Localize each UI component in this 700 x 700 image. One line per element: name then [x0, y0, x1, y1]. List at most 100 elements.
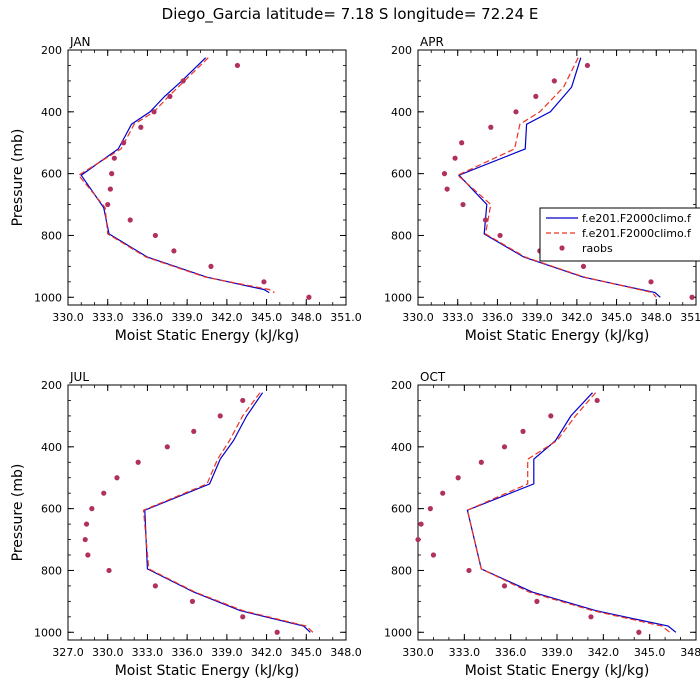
y-tick-label: 200 [391, 44, 412, 57]
y-axis-title: Pressure (mb) [10, 464, 26, 562]
obs-point [588, 614, 594, 620]
obs-point [648, 279, 654, 285]
panel-apr: APR 330.0 333.0 336.0 339.0 342.0 345.0 348.0 35… [384, 35, 700, 344]
x-tick-label: 333.0 [132, 646, 164, 659]
panel-oct: OCT 330.0 333.0 336.0 339.0 342.0 345.0 348.0 20… [384, 370, 700, 679]
model2-line [456, 57, 657, 298]
obs-point [441, 171, 448, 177]
x-tick-label: 339.0 [171, 311, 203, 324]
obs-point [164, 444, 170, 450]
x-tick-label: 333.0 [442, 311, 474, 324]
obs-point [534, 598, 540, 604]
obs-point [180, 78, 186, 84]
obs-point [533, 93, 539, 99]
x-tick-label: 348.0 [330, 646, 362, 659]
obs-point [89, 506, 95, 512]
obs-point [580, 263, 587, 269]
panel-label: JAN [69, 35, 91, 49]
y-tick-label: 1000 [34, 626, 62, 639]
obs-point [217, 413, 223, 419]
obs-point [83, 521, 90, 527]
y-tick-label: 400 [391, 441, 412, 454]
y-tick-label: 800 [41, 564, 62, 577]
obs-point [135, 459, 141, 465]
y-tick-label: 600 [41, 503, 62, 516]
plot-frame [417, 384, 697, 641]
x-tick-label: 348.0 [291, 311, 323, 324]
obs-point [261, 279, 267, 285]
obs-point [520, 428, 526, 434]
panel-label: JUL [69, 370, 89, 384]
model2-line [77, 57, 275, 294]
x-tick-label: 336.0 [132, 311, 164, 324]
obs-point [85, 552, 91, 558]
x-tick-label: 339.0 [541, 646, 573, 659]
obs-point [497, 232, 503, 239]
legend-label-obs: raobs [582, 242, 613, 255]
y-tick-label: 1000 [384, 626, 412, 639]
obs-point [82, 536, 88, 543]
x-tick-label: 333.0 [449, 646, 481, 659]
y-tick-label: 200 [41, 44, 62, 57]
x-axis-title: Moist Static Energy (kJ/kg) [465, 328, 650, 344]
obs-point [501, 583, 508, 589]
obs-point [127, 217, 133, 223]
x-axis-title: Moist Static Energy (kJ/kg) [115, 663, 300, 679]
x-tick-label: 342.0 [588, 646, 620, 659]
obs-point [152, 232, 158, 239]
y-tick-label: 1000 [384, 291, 412, 304]
obs-point [551, 78, 557, 84]
obs-point [189, 598, 196, 604]
x-tick-label: 345.0 [291, 646, 323, 659]
plot-frame [67, 49, 347, 306]
model1-line [144, 392, 311, 633]
obs-point [152, 583, 158, 589]
x-tick-label: 330.0 [402, 311, 434, 324]
y-tick-label: 800 [391, 229, 412, 242]
y-tick-label: 400 [41, 106, 62, 119]
x-tick-label: 342.0 [211, 311, 243, 324]
x-tick-label: 342.0 [251, 646, 283, 659]
obs-point [548, 413, 554, 419]
y-tick-label: 800 [391, 564, 412, 577]
obs-point [151, 109, 157, 115]
obs-point [501, 444, 508, 450]
obs-point [171, 248, 177, 254]
plot-frame [417, 49, 697, 306]
obs-point [689, 294, 695, 300]
obs-point [430, 552, 437, 558]
obs-point [191, 428, 197, 434]
figure-title: Diego_Garcia latitude= 7.18 S longitude=… [162, 5, 539, 24]
obs-point [584, 62, 591, 69]
obs-point [513, 109, 519, 115]
obs-point [121, 140, 127, 146]
obs-point [114, 475, 120, 481]
obs-point [109, 171, 115, 177]
obs-point [234, 62, 241, 69]
y-tick-label: 200 [391, 379, 412, 392]
obs-point [274, 629, 280, 635]
panel-label: APR [420, 35, 444, 49]
obs-point [466, 567, 472, 574]
obs-point [101, 490, 107, 496]
obs-point [418, 521, 424, 527]
x-tick-label: 330.0 [402, 646, 434, 659]
panel-jan: JAN 330.0 333.0 336.0 339.0 342.0 345.0 348.0 35… [10, 35, 362, 344]
obs-point [240, 397, 246, 404]
x-tick-label: 345.0 [634, 646, 666, 659]
panel-jul: JUL 327.0 330.0 333.0 336.0 339.0 342.0 345.0 34… [10, 370, 362, 679]
y-tick-label: 1000 [34, 291, 62, 304]
obs-point [167, 93, 173, 99]
obs-point [488, 124, 494, 130]
x-tick-label: 351.0 [680, 311, 700, 324]
y-tick-label: 600 [41, 168, 62, 181]
legend-box [539, 207, 700, 262]
x-tick-label: 348.0 [641, 311, 673, 324]
y-tick-label: 400 [391, 106, 412, 119]
x-tick-label: 333.0 [92, 311, 124, 324]
model2-line [142, 392, 314, 633]
obs-point [460, 201, 466, 208]
obs-point [106, 567, 112, 574]
y-axis-title: Pressure (mb) [10, 129, 26, 227]
x-tick-label: 348.0 [680, 646, 700, 659]
